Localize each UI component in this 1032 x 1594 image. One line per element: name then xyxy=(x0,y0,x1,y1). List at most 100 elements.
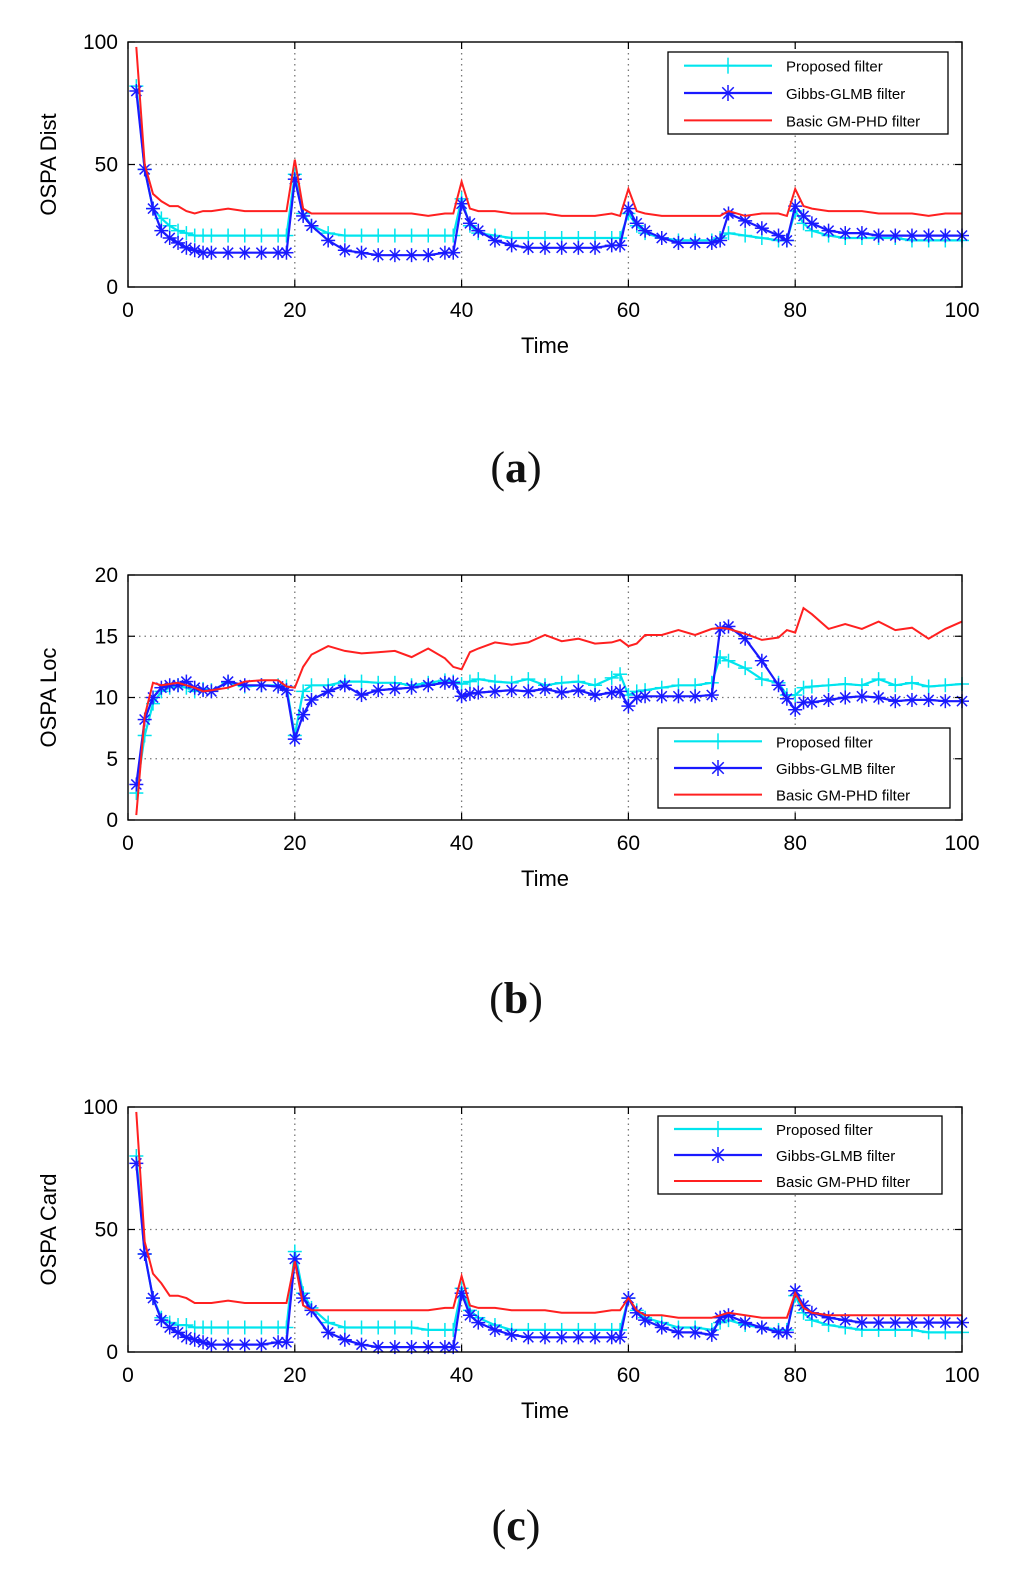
legend-label: Gibbs-GLMB filter xyxy=(776,1148,895,1165)
y-tick-label: 100 xyxy=(83,31,118,54)
data-point-gibbs xyxy=(371,248,386,263)
data-point-gibbs xyxy=(387,248,402,263)
marker-stroke xyxy=(456,690,468,702)
data-point-proposed xyxy=(838,677,853,692)
series-gmphd xyxy=(135,1111,962,1319)
data-point-gibbs xyxy=(237,245,252,260)
data-point-gibbs xyxy=(471,223,486,238)
marker-stroke xyxy=(739,1317,751,1329)
data-point-proposed xyxy=(279,228,294,243)
caption-a: (a) xyxy=(490,443,542,492)
data-point-gibbs xyxy=(904,692,919,707)
marker-stroke xyxy=(572,242,584,254)
data-point-gibbs xyxy=(904,228,919,243)
data-point-proposed xyxy=(796,680,811,695)
data-point-proposed xyxy=(604,670,619,685)
y-tick-label: 50 xyxy=(95,154,118,177)
data-point-gibbs xyxy=(421,678,436,693)
data-point-gibbs xyxy=(454,689,469,704)
marker-stroke xyxy=(714,623,726,635)
marker-stroke xyxy=(806,217,818,229)
marker-stroke xyxy=(756,222,768,234)
marker-stroke xyxy=(656,690,668,702)
data-point-proposed xyxy=(254,1320,269,1335)
data-point-gibbs xyxy=(171,235,186,250)
data-point-gibbs xyxy=(938,1315,953,1330)
marker-stroke xyxy=(572,684,584,696)
data-point-gibbs xyxy=(354,688,369,703)
data-point-gibbs xyxy=(487,1322,502,1337)
data-point-gibbs xyxy=(354,245,369,260)
y-tick-label: 5 xyxy=(106,748,118,771)
data-point-gibbs xyxy=(854,1315,869,1330)
data-point-gibbs xyxy=(237,1337,252,1352)
data-point-gibbs xyxy=(296,707,311,722)
marker-stroke xyxy=(189,1334,201,1346)
marker-stroke xyxy=(822,225,835,237)
x-axis-label: Time xyxy=(521,866,569,891)
data-point-gibbs xyxy=(704,235,719,250)
data-point-proposed xyxy=(204,228,219,243)
legend-item-gibbs: Gibbs-GLMB filter xyxy=(684,85,905,103)
data-point-gibbs xyxy=(204,1337,219,1352)
series-gibbs xyxy=(129,619,969,792)
marker-stroke xyxy=(822,694,835,706)
marker-stroke xyxy=(906,1317,918,1329)
data-point-proposed xyxy=(938,678,953,693)
data-point-proposed xyxy=(404,228,419,243)
data-point-gibbs xyxy=(613,1330,628,1345)
data-point-gibbs xyxy=(271,245,286,260)
marker-stroke xyxy=(289,733,301,745)
marker-stroke xyxy=(422,249,434,261)
marker-stroke xyxy=(180,1331,192,1343)
data-point-gibbs xyxy=(921,692,936,707)
data-point-gibbs xyxy=(613,684,628,699)
marker-stroke xyxy=(472,1317,484,1329)
marker-stroke xyxy=(923,229,935,242)
data-point-gibbs xyxy=(437,675,452,690)
data-point-proposed xyxy=(221,1320,236,1335)
chart-panel-b: 0 20 40 60 80 100 0 5 10 15 20 Time OSPA Loc Proposed… xyxy=(0,530,1032,930)
marker-stroke xyxy=(706,1329,718,1341)
marker-stroke xyxy=(472,225,484,237)
marker-stroke xyxy=(689,690,701,702)
x-tick-label: 80 xyxy=(784,299,807,322)
data-point-gibbs xyxy=(854,689,869,704)
marker-stroke xyxy=(856,227,868,239)
chart-panel-c: 0 20 40 60 80 100 0 50 100 Time OSPA Card Proposed … xyxy=(0,1060,1032,1460)
data-point-gibbs xyxy=(779,1325,794,1340)
x-tick-label: 40 xyxy=(450,832,473,855)
marker-stroke xyxy=(239,1339,251,1351)
data-point-gibbs xyxy=(187,1332,202,1347)
data-point-proposed xyxy=(304,678,319,693)
data-point-gibbs xyxy=(779,691,794,706)
data-point-gibbs xyxy=(821,1310,836,1325)
marker-stroke xyxy=(405,1341,418,1353)
data-point-gibbs xyxy=(654,231,669,245)
marker-stroke xyxy=(672,690,685,702)
marker-stroke xyxy=(439,247,451,259)
marker-stroke xyxy=(797,1299,810,1312)
marker-stroke xyxy=(706,689,718,701)
data-point-gibbs xyxy=(671,1325,686,1340)
data-point-proposed xyxy=(738,228,753,243)
data-point-gibbs xyxy=(337,678,352,693)
legend: Proposed filter Gibbs-GLMB filter Basic GM… xyxy=(657,1115,943,1195)
data-point-gibbs xyxy=(179,1330,194,1345)
marker-stroke xyxy=(355,1339,368,1351)
marker-stroke xyxy=(631,1307,643,1319)
data-point-gibbs xyxy=(571,683,586,698)
marker-stroke xyxy=(873,1317,885,1329)
marker-stroke xyxy=(689,1326,701,1338)
data-point-gibbs xyxy=(179,240,194,255)
marker-stroke xyxy=(923,694,935,706)
marker-stroke xyxy=(806,696,818,708)
data-point-gibbs xyxy=(688,689,703,704)
marker-stroke xyxy=(222,1339,234,1351)
marker-stroke xyxy=(506,1329,518,1341)
series-line-gibbs xyxy=(135,1163,962,1349)
data-point-gibbs xyxy=(654,1320,669,1335)
marker-stroke xyxy=(939,695,951,707)
legend-item-proposed: Proposed filter xyxy=(684,57,883,76)
marker-stroke xyxy=(556,1331,568,1343)
